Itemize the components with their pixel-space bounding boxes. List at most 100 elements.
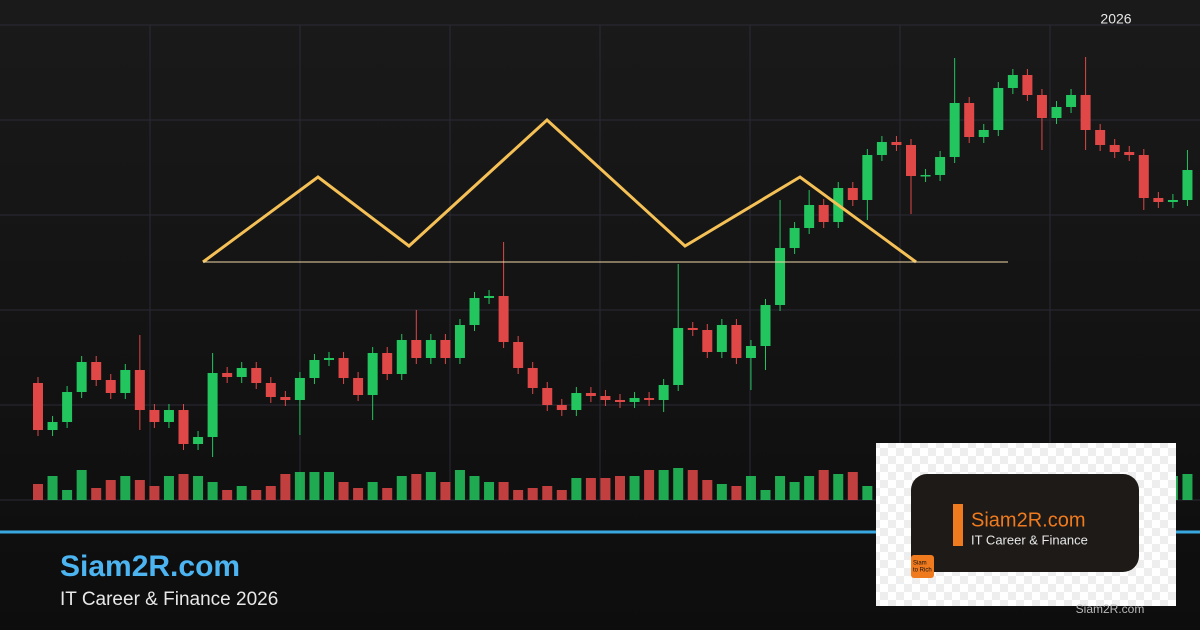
volume-bar: [193, 476, 204, 500]
volume-bar: [294, 472, 305, 500]
volume-bar: [105, 480, 116, 500]
volume-bar: [571, 478, 582, 500]
candle-body: [804, 205, 815, 228]
candle-body: [556, 405, 567, 410]
candle-body: [353, 378, 364, 395]
volume-bar: [745, 476, 756, 500]
candle-body: [1022, 75, 1033, 95]
volume-bar: [847, 472, 858, 500]
candle-body: [411, 340, 422, 358]
volume-bar: [833, 474, 844, 500]
logo-brand: Siam2R.com: [971, 509, 1085, 531]
volume-bar: [91, 488, 102, 500]
candle-body: [134, 370, 145, 410]
candle-body: [1066, 95, 1077, 107]
pattern-line: [202, 117, 917, 264]
candle-body: [687, 328, 698, 330]
volume-bar: [702, 480, 713, 500]
volume-bar: [556, 490, 567, 500]
candle-body: [1095, 130, 1106, 145]
candle-body: [818, 205, 829, 222]
candle-body: [309, 360, 320, 378]
candle-body: [178, 410, 189, 444]
candle-body: [658, 385, 669, 400]
volume-bar: [149, 486, 160, 500]
candle-body: [33, 383, 43, 430]
candle-body: [673, 328, 684, 385]
candle-body: [396, 340, 407, 374]
volume-bar: [62, 490, 73, 500]
volume-bar: [425, 472, 436, 500]
volume-bar: [33, 484, 43, 500]
volume-bar: [760, 490, 771, 500]
candle-body: [91, 362, 102, 380]
volume-bar: [382, 488, 393, 500]
volume-bar: [615, 476, 625, 500]
logo-icon: [911, 555, 934, 578]
candle-body: [425, 340, 436, 358]
volume-bar: [396, 476, 407, 500]
volume-bar: [513, 490, 524, 500]
candle-body: [600, 396, 611, 400]
candle-body: [876, 142, 887, 155]
volume-bar: [498, 482, 509, 500]
candle-body: [498, 296, 509, 342]
volume-bar: [629, 476, 640, 500]
candle-body: [324, 358, 334, 360]
volume-bar: [731, 486, 742, 500]
volume-bar: [76, 470, 87, 500]
candle-body: [949, 103, 960, 157]
candle-body: [120, 370, 131, 393]
candle-body: [1036, 95, 1047, 118]
volume-bar: [222, 490, 233, 500]
volume-bar: [163, 476, 174, 500]
candle-body: [760, 305, 771, 346]
volume-bar: [484, 482, 495, 500]
candle-body: [454, 325, 465, 358]
candle-body: [731, 325, 742, 358]
volume-bar: [309, 472, 320, 500]
candle-body: [163, 410, 174, 422]
logo-icon-text: to Rich: [913, 568, 932, 574]
volume-bar: [454, 470, 465, 500]
volume-bar: [542, 486, 553, 500]
volume-bar: [134, 480, 145, 500]
candle-body: [585, 393, 596, 396]
volume-bar: [673, 468, 684, 500]
candle-body: [862, 155, 873, 200]
candle-body: [1007, 75, 1018, 88]
logo-card: [911, 474, 1139, 572]
volume-bar: [804, 476, 815, 500]
volume-bar: [178, 474, 189, 500]
candle-body: [615, 400, 625, 402]
volume-bar: [862, 486, 873, 500]
candle-body: [964, 103, 975, 137]
watermark: Siam2R.com: [1076, 602, 1145, 616]
footer-brand: Siam2R.com: [60, 550, 240, 583]
volume-bar: [367, 482, 378, 500]
volume-bar: [527, 488, 538, 500]
volume-bar: [411, 474, 422, 500]
candle-body: [542, 388, 553, 405]
candle-body: [891, 142, 902, 145]
candle-body: [440, 340, 451, 358]
candle-body: [789, 228, 800, 248]
candle-body: [906, 145, 916, 176]
candle-body: [1080, 95, 1091, 130]
candle-body: [1167, 200, 1178, 202]
volume-bar: [818, 470, 829, 500]
volume-bar: [644, 470, 655, 500]
candle-body: [484, 296, 495, 298]
volume-bar: [236, 486, 247, 500]
volume-bar: [280, 474, 291, 500]
volume-bar: [1182, 474, 1193, 500]
candle-body: [629, 398, 640, 402]
volume-bar: [687, 470, 698, 500]
candle-body: [993, 88, 1004, 130]
candle-body: [105, 380, 116, 393]
candle-body: [251, 368, 262, 383]
candle-body: [294, 378, 305, 400]
candle-body: [76, 362, 87, 392]
volume-bar: [338, 482, 349, 500]
